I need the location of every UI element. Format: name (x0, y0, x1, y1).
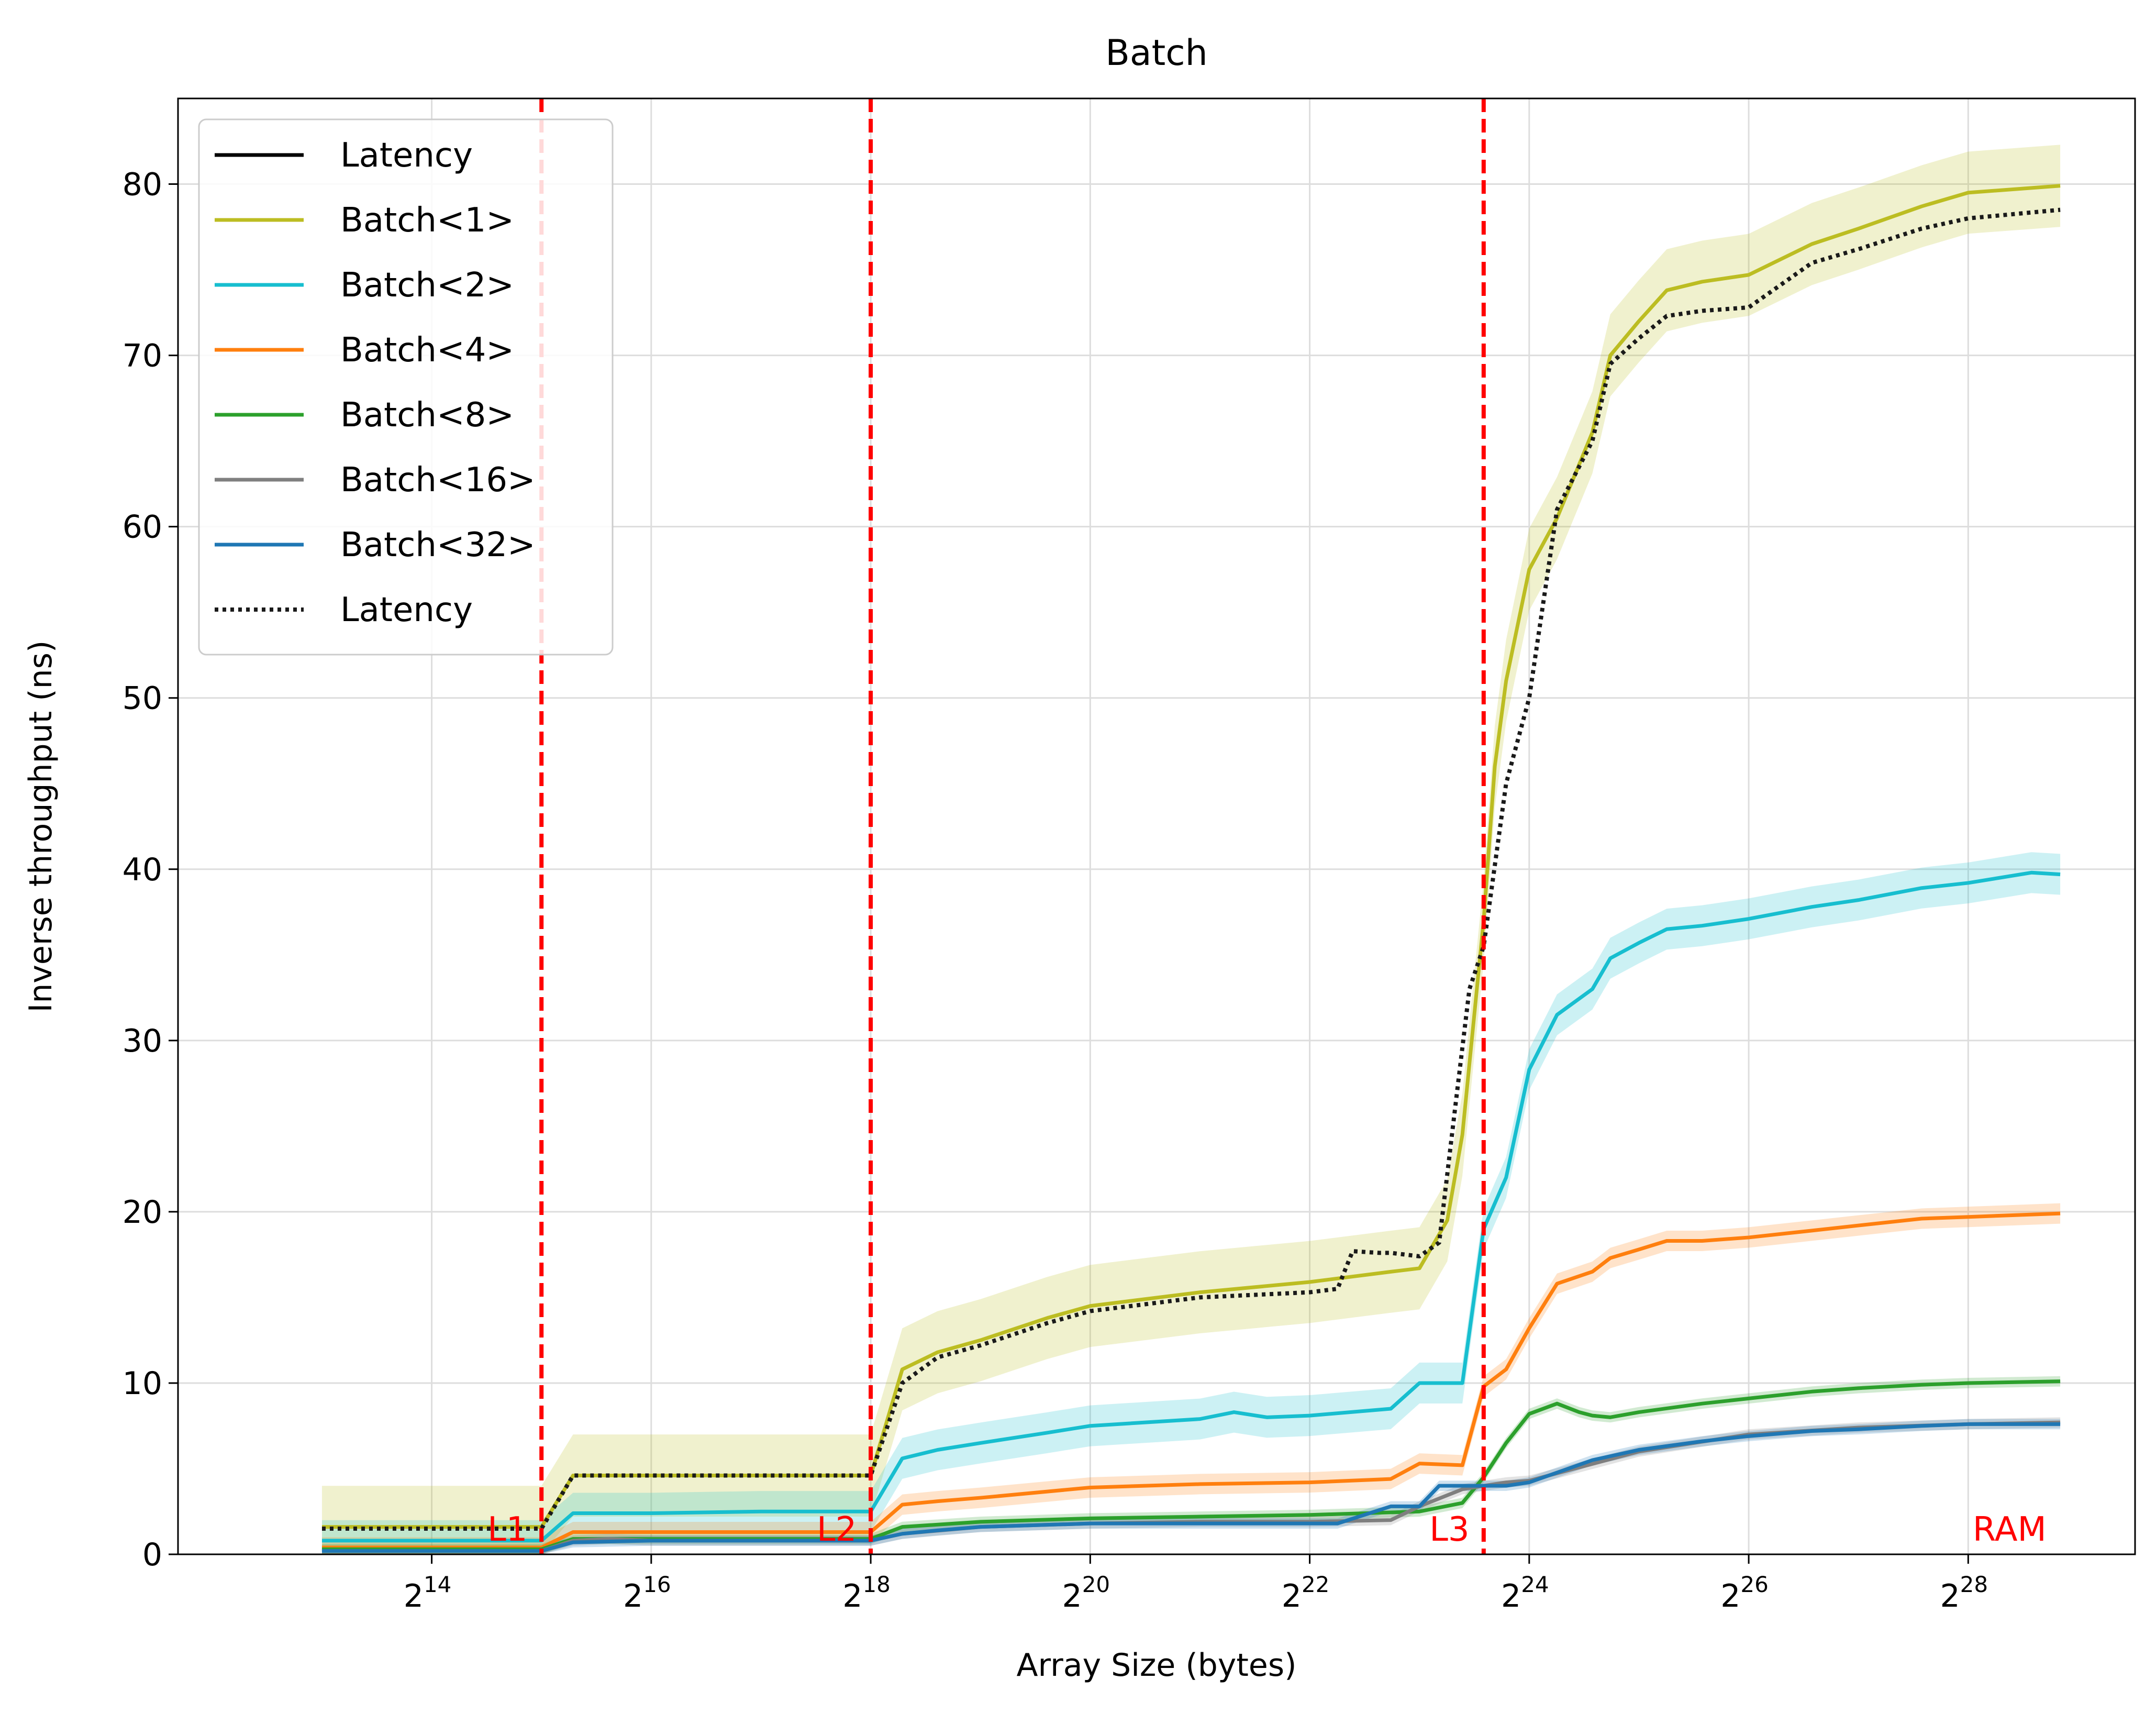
x-tick-label: 226 (1720, 1572, 1769, 1615)
y-tick-label: 20 (123, 1194, 162, 1231)
confidence-band (321, 852, 2061, 1554)
series-line (321, 1422, 2061, 1553)
y-tick-label: 0 (142, 1537, 162, 1573)
cache-region-label: L3 (1429, 1510, 1469, 1549)
y-axis-label: Inverse throughput (ns) (23, 640, 59, 1013)
plot-frame (177, 97, 2136, 1555)
y-tick-label: 30 (123, 1023, 162, 1059)
axis-ticks: 214 216 218 220 222 224 226 228 0 10 20 30 40 50 60 70 8… (123, 167, 1988, 1615)
x-tick-label: 224 (1501, 1572, 1549, 1615)
legend-box (198, 118, 614, 656)
legend-label: Batch<1> (340, 201, 514, 240)
confidence-band (321, 145, 2061, 1554)
series-line (321, 870, 2061, 1543)
x-tick-label: 228 (1940, 1572, 1988, 1615)
cache-boundaries: L1 L2 L3 RAM (487, 98, 2047, 1554)
x-tick-label: 214 (404, 1572, 452, 1615)
legend-label: Batch<2> (340, 266, 514, 305)
legend-label: Latency (340, 591, 473, 629)
y-tick-label: 80 (123, 167, 162, 203)
y-tick-label: 40 (123, 852, 162, 888)
series-lines (321, 184, 2061, 1553)
confidence-band (321, 1376, 2061, 1554)
x-tick-label: 216 (623, 1572, 671, 1615)
series-line (321, 184, 2061, 1529)
legend-label: Batch<4> (340, 331, 514, 370)
series-line (321, 1211, 2061, 1550)
chart-title: Batch (1105, 32, 1207, 74)
x-tick-label: 222 (1282, 1572, 1330, 1615)
y-tick-label: 50 (123, 680, 162, 717)
legend-label: Batch<32> (340, 526, 536, 565)
y-tick-label: 10 (123, 1365, 162, 1402)
cache-region-label: L2 (817, 1510, 857, 1549)
legend-label: Latency (340, 136, 473, 175)
cache-region-label: L1 (487, 1510, 527, 1549)
legend-label: Batch<16> (340, 461, 536, 500)
y-tick-label: 70 (123, 338, 162, 374)
x-tick-label: 218 (842, 1572, 891, 1615)
legend: Latency Batch<1> Batch<2> Batch<4> Batch<8> B… (198, 118, 614, 656)
x-tick-label: 220 (1062, 1572, 1110, 1615)
y-tick-label: 60 (123, 509, 162, 546)
x-axis-label: Array Size (bytes) (1016, 1647, 1296, 1684)
cache-region-label: RAM (1973, 1510, 2047, 1549)
legend-label: Batch<8> (340, 396, 514, 435)
series-line (321, 207, 2061, 1531)
